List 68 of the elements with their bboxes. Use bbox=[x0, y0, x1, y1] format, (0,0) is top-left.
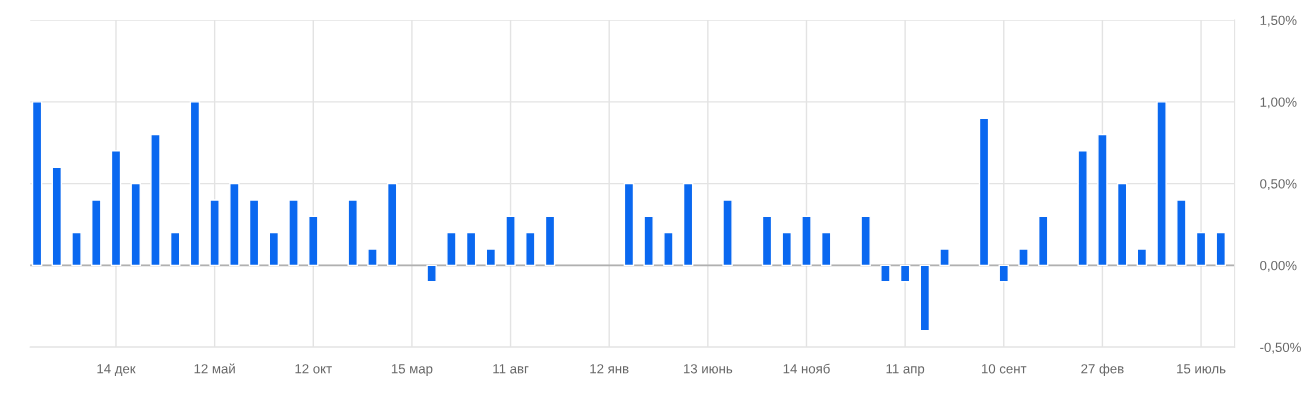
bar bbox=[189, 101, 201, 267]
bar bbox=[761, 215, 773, 267]
bar bbox=[919, 264, 931, 332]
bar bbox=[71, 231, 82, 267]
y-tick-label: -0,50% bbox=[1260, 342, 1301, 354]
bar bbox=[781, 231, 792, 267]
bar bbox=[899, 264, 911, 283]
x-tick-label: 13 июнь bbox=[683, 364, 733, 374]
bar bbox=[663, 231, 674, 267]
bar bbox=[386, 182, 398, 267]
y-tick-label: 0,00% bbox=[1260, 260, 1297, 272]
bar bbox=[150, 133, 161, 267]
bar bbox=[505, 215, 516, 267]
x-tick-label: 11 авг bbox=[493, 364, 529, 374]
bar bbox=[643, 215, 654, 267]
bar bbox=[268, 231, 280, 267]
x-tick-label: 12 май bbox=[194, 363, 235, 374]
bar bbox=[465, 231, 477, 267]
bar bbox=[1176, 199, 1187, 267]
bar bbox=[860, 215, 871, 267]
bar bbox=[1077, 150, 1088, 267]
bar bbox=[347, 199, 358, 267]
x-tick-label: 11 апр bbox=[886, 364, 925, 377]
x-tick-label: 15 июль bbox=[1177, 364, 1226, 374]
bar bbox=[485, 248, 497, 267]
bar bbox=[998, 264, 1010, 283]
bar bbox=[801, 215, 812, 267]
bar bbox=[1018, 248, 1029, 267]
bar bbox=[31, 101, 43, 267]
bar bbox=[130, 182, 141, 267]
bar bbox=[1097, 133, 1108, 267]
bar bbox=[426, 264, 437, 283]
bar bbox=[367, 248, 378, 267]
bar bbox=[544, 215, 556, 267]
y-tick-label: 1,50% bbox=[1260, 15, 1297, 27]
bar bbox=[1116, 182, 1128, 267]
bar bbox=[446, 231, 457, 267]
bar bbox=[308, 215, 319, 267]
bar bbox=[229, 182, 240, 267]
bar bbox=[248, 199, 260, 267]
bar bbox=[722, 199, 733, 267]
bar bbox=[1195, 231, 1207, 267]
bar bbox=[91, 199, 102, 267]
bar bbox=[880, 264, 891, 283]
bar bbox=[682, 182, 694, 267]
x-tick-label: 12 янв bbox=[590, 364, 629, 374]
y-tick-label: 1,00% bbox=[1260, 97, 1297, 109]
bar bbox=[169, 231, 181, 267]
x-tick-label: 27 фев bbox=[1081, 363, 1124, 377]
bar bbox=[1156, 101, 1167, 267]
x-tick-label: 15 мар bbox=[391, 364, 433, 377]
bar bbox=[525, 231, 536, 267]
y-tick-label: 0,50% bbox=[1260, 179, 1297, 191]
bar bbox=[623, 182, 635, 267]
x-tick-label: 10 сент bbox=[981, 364, 1027, 374]
bar bbox=[1037, 215, 1049, 267]
x-tick-label: 14 дек bbox=[97, 364, 136, 376]
bar bbox=[51, 166, 63, 267]
bar bbox=[820, 231, 832, 267]
bar bbox=[978, 117, 990, 267]
bar bbox=[288, 199, 299, 267]
bar bbox=[1215, 231, 1227, 267]
bar bbox=[110, 150, 122, 267]
bar bbox=[209, 199, 220, 267]
bar bbox=[1136, 248, 1148, 267]
x-tick-label: 12 окт bbox=[295, 364, 332, 374]
x-tick-label: 14 нояб bbox=[783, 363, 830, 374]
bar bbox=[939, 248, 950, 267]
